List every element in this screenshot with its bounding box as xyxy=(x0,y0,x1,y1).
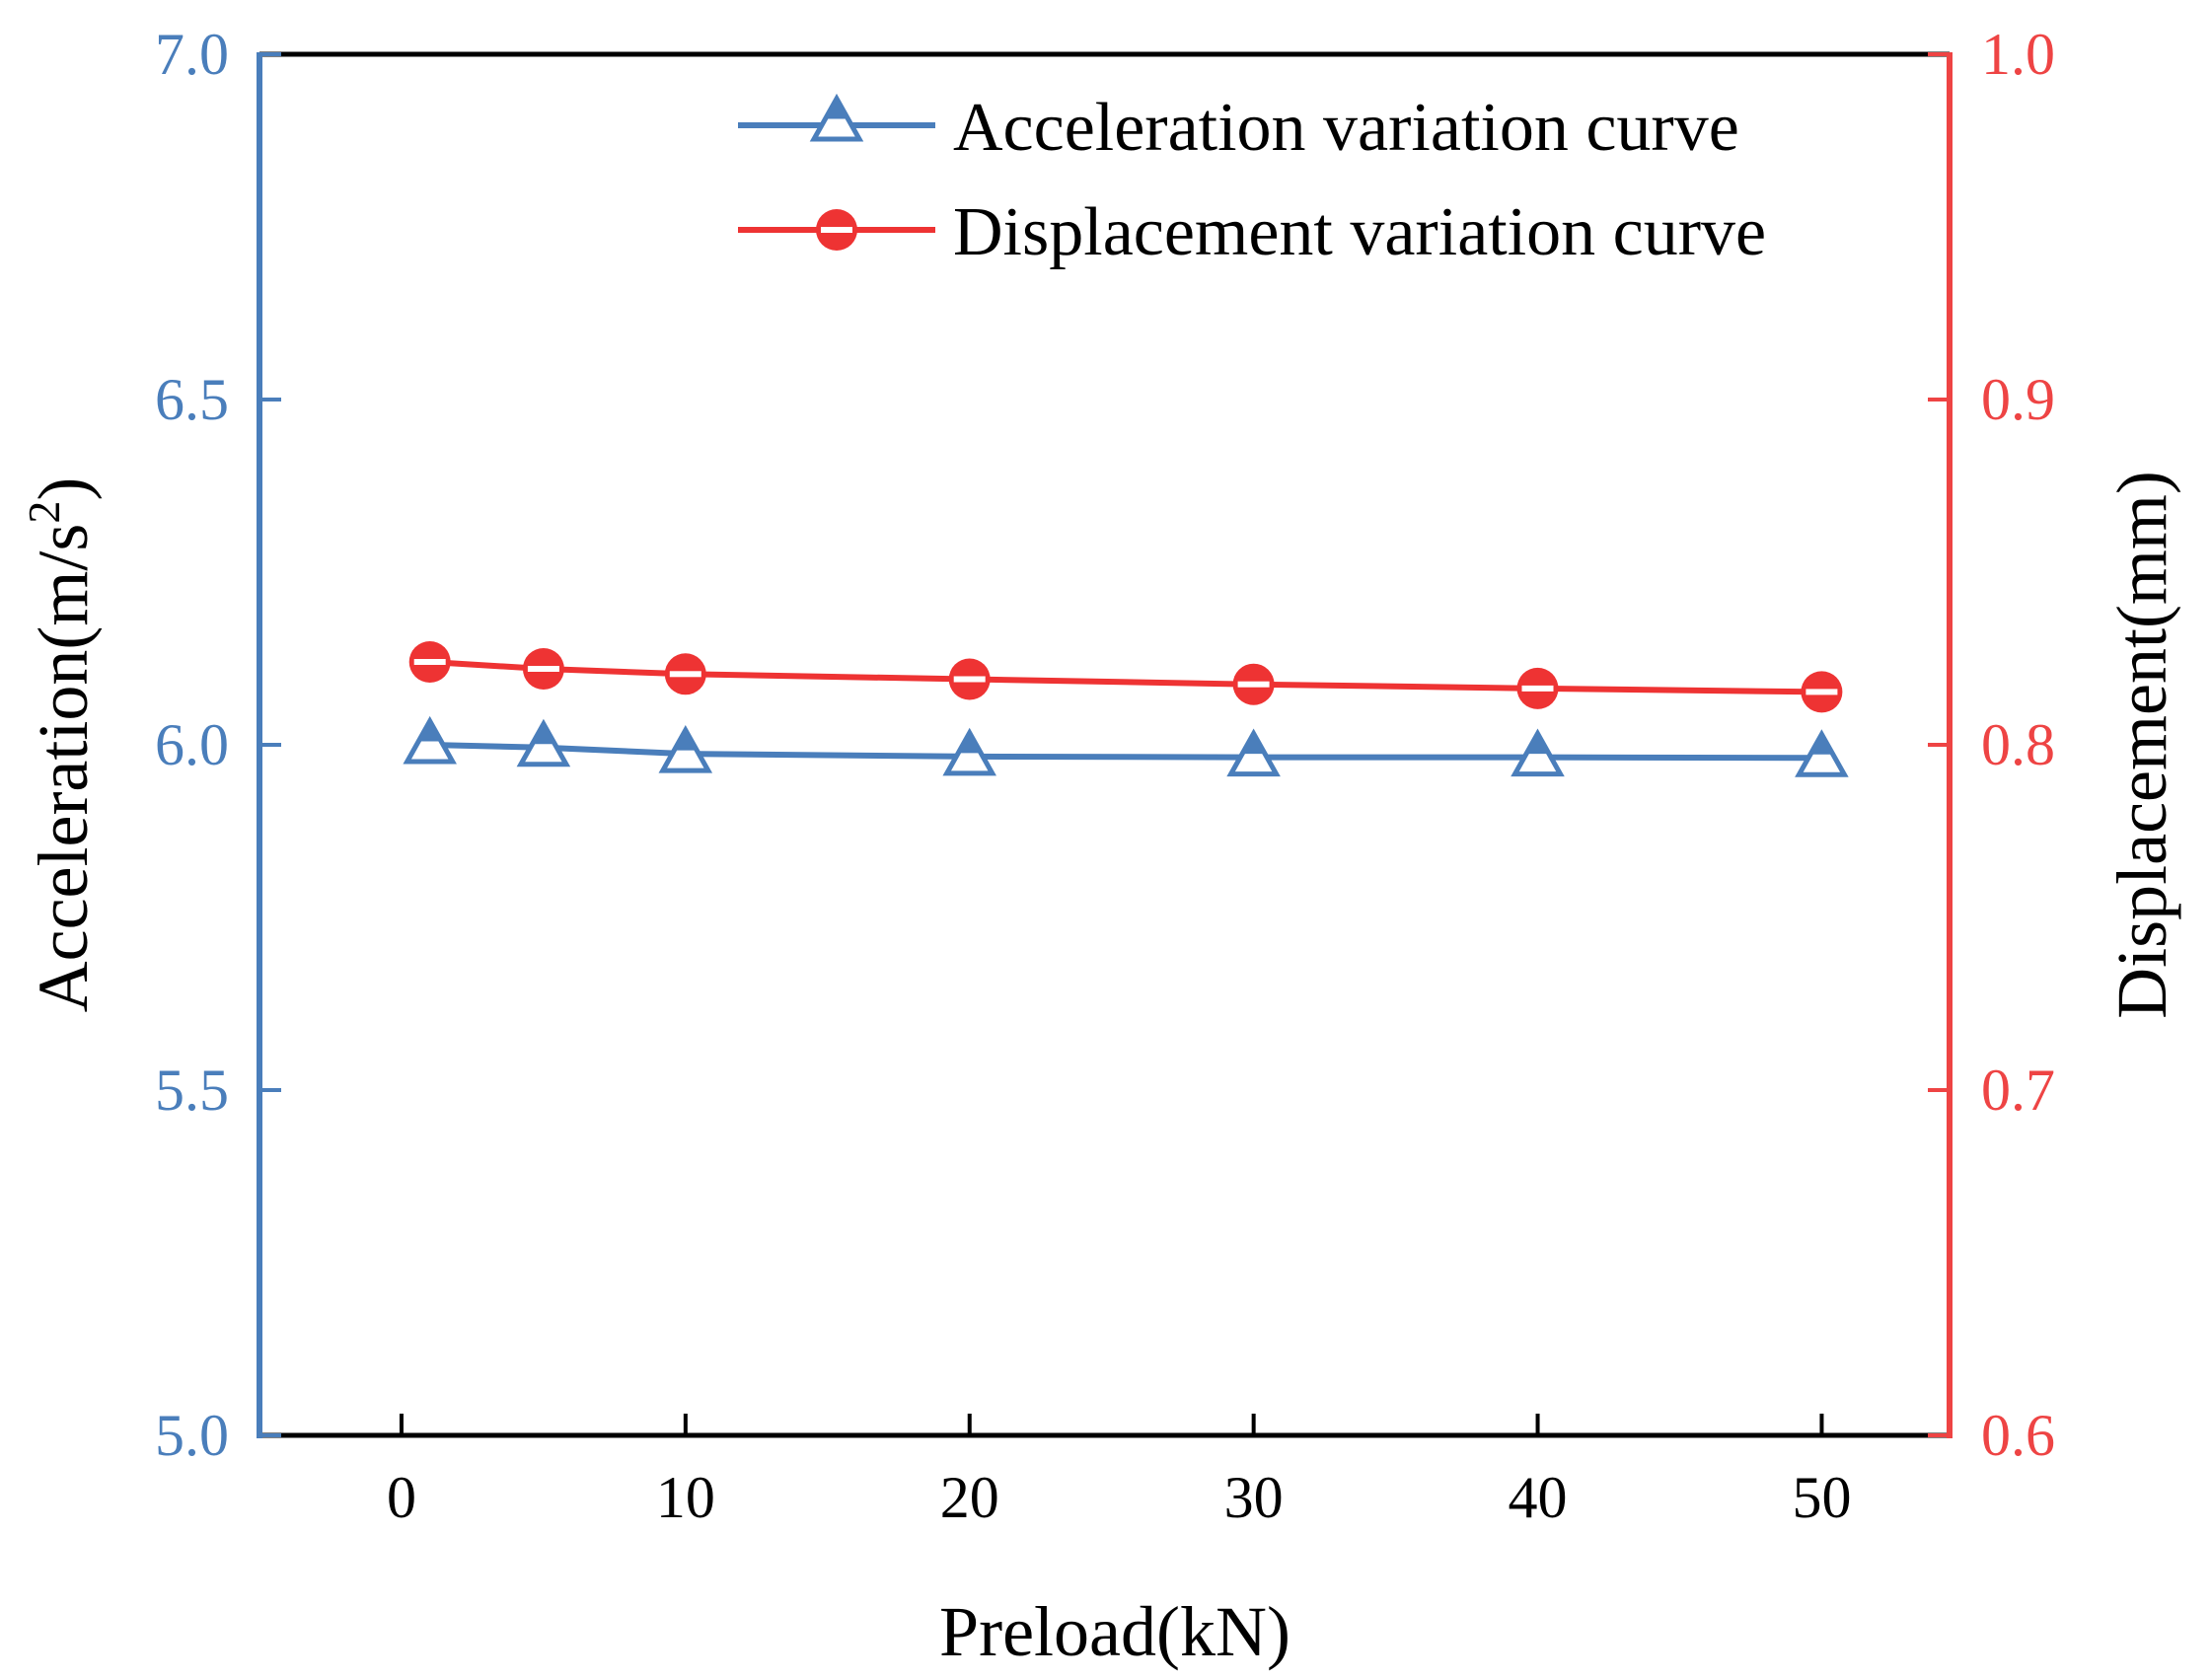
left-y-tick-label: 6.0 xyxy=(155,712,229,777)
triangle-marker-fill xyxy=(1528,735,1547,752)
triangle-marker-fill xyxy=(420,723,439,739)
legend-acc-marker xyxy=(809,93,864,142)
circle-marker-band xyxy=(953,676,986,683)
displacement-point xyxy=(408,641,451,683)
x-tick-label: 20 xyxy=(940,1465,999,1530)
legend-disp-label: Displacement variation curve xyxy=(953,194,1766,270)
displacement-point xyxy=(522,648,564,690)
left-y-axis-title-superscript: 2 xyxy=(19,501,69,524)
left-y-tick-label: 5.0 xyxy=(155,1403,229,1468)
x-tick-label: 50 xyxy=(1792,1465,1851,1530)
circle-marker-band xyxy=(1806,689,1838,695)
left-y-axis-title-main: Acceleration(m/s xyxy=(24,524,103,1013)
acceleration-point xyxy=(516,718,571,767)
left-y-tick-label: 6.5 xyxy=(155,367,229,432)
triangle-marker-fill xyxy=(1812,736,1831,753)
circle-marker-band xyxy=(821,227,852,233)
circle-marker-band xyxy=(1521,685,1554,692)
acceleration-point xyxy=(942,727,996,776)
legend: Acceleration variation curve Displacemen… xyxy=(738,90,1766,270)
displacement-point xyxy=(1801,671,1843,713)
right-y-tick-label: 0.7 xyxy=(1981,1058,2055,1123)
left-y-tick-label: 5.5 xyxy=(155,1058,229,1123)
triangle-marker-fill xyxy=(534,725,553,742)
displacement-point xyxy=(1516,667,1559,709)
displacement-point xyxy=(948,658,991,700)
acceleration-point xyxy=(403,715,457,765)
right-y-tick-label: 0.6 xyxy=(1981,1403,2055,1468)
circle-marker-band xyxy=(669,671,701,678)
right-y-axis-ticks: 0.6 0.7 0.8 0.9 1.0 xyxy=(1928,22,2055,1468)
acceleration-series-line xyxy=(429,742,1822,762)
left-y-axis-title-close: ) xyxy=(24,477,103,501)
circle-marker-band xyxy=(413,659,446,665)
right-y-tick-label: 0.9 xyxy=(1981,367,2055,432)
triangle-marker-fill xyxy=(960,734,979,751)
right-y-tick-label: 0.8 xyxy=(1981,712,2055,777)
legend-disp-marker xyxy=(816,209,857,251)
circle-marker-band xyxy=(1237,681,1270,688)
x-tick-label: 10 xyxy=(656,1465,715,1530)
triangle-marker-fill xyxy=(676,732,695,749)
right-y-axis-title: Displacement(mm) xyxy=(2102,471,2181,1019)
x-axis-ticks: 0 10 20 30 40 50 xyxy=(387,1414,1851,1530)
triangle-marker-fill xyxy=(1244,735,1263,752)
displacement-point xyxy=(664,653,706,695)
left-y-axis-ticks: 5.0 5.5 6.0 6.5 7.0 xyxy=(155,22,281,1468)
left-y-tick-label: 7.0 xyxy=(155,22,229,87)
legend-circle-marker xyxy=(816,209,857,251)
x-axis-title: Preload(kN) xyxy=(939,1592,1290,1671)
acceleration-point xyxy=(1226,728,1281,777)
series-layer xyxy=(403,641,1849,777)
acceleration-point xyxy=(1511,728,1565,777)
triangle-marker-fill xyxy=(828,101,846,116)
left-y-axis-title: Acceleration(m/s2) xyxy=(19,477,103,1013)
displacement-point xyxy=(1232,663,1275,705)
legend-triangle-marker xyxy=(809,93,864,142)
x-tick-label: 30 xyxy=(1224,1465,1284,1530)
displacement-series-line xyxy=(429,659,1822,695)
circle-marker-band xyxy=(527,666,559,672)
legend-acc-label: Acceleration variation curve xyxy=(953,90,1739,166)
acceleration-point xyxy=(658,724,713,773)
right-y-tick-label: 1.0 xyxy=(1981,22,2055,87)
x-tick-label: 0 xyxy=(387,1465,416,1530)
acceleration-point xyxy=(1795,729,1849,777)
x-tick-label: 40 xyxy=(1509,1465,1568,1530)
